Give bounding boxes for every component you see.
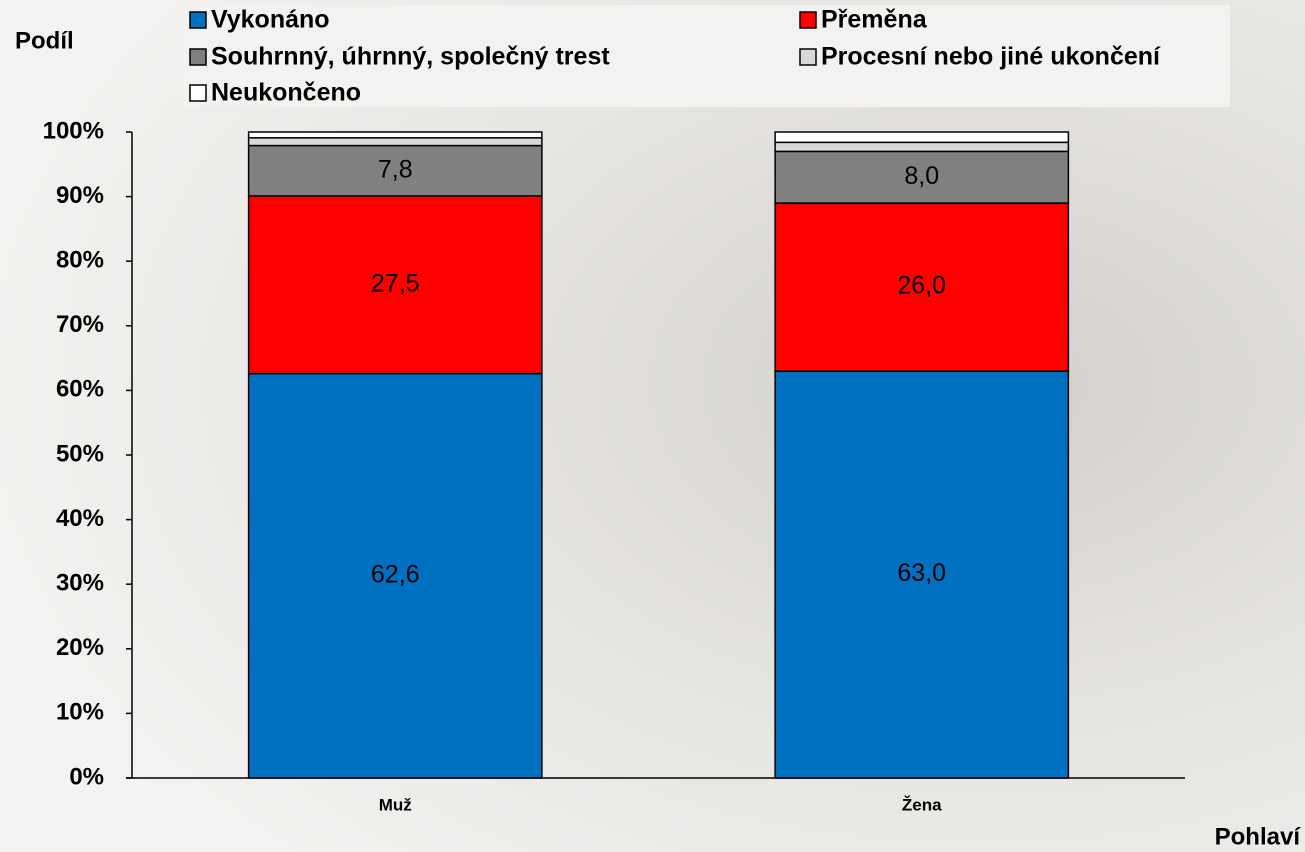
bar-segment	[774, 202, 1070, 372]
y-tick-label: 100%	[43, 117, 104, 144]
bar-segment	[774, 141, 1070, 153]
bar-segment	[247, 137, 543, 147]
legend-box	[183, 5, 1230, 107]
y-tick-label: 90%	[56, 182, 104, 209]
legend-label: Neukončeno	[211, 79, 361, 107]
bar-segment	[247, 372, 543, 779]
y-axis-label: Podíl	[15, 27, 74, 54]
legend-label: Přeměna	[821, 6, 928, 34]
y-tick-label: 60%	[56, 376, 104, 403]
legend-label: Vykonáno	[211, 6, 330, 34]
x-axis-label: Pohlaví	[1215, 823, 1302, 850]
legend-label: Souhrnný, úhrnný, společný trest	[211, 43, 610, 71]
data-label: 26,0	[897, 272, 946, 300]
bar-segment	[774, 131, 1070, 144]
y-tick-label: 50%	[56, 440, 104, 467]
legend-swatch	[189, 11, 207, 29]
bar-segment	[774, 150, 1070, 204]
y-tick-label: 80%	[56, 247, 104, 274]
y-tick-label: 0%	[69, 763, 104, 790]
legend-label: Procesní nebo jiné ukončení	[821, 43, 1161, 71]
data-label: 62,6	[371, 560, 420, 588]
data-label: 63,0	[897, 559, 946, 587]
bar-segment	[247, 131, 543, 139]
x-tick-label: Muž	[379, 795, 412, 814]
legend-swatch	[189, 48, 207, 66]
legend-swatch	[799, 48, 817, 66]
legend-swatch	[189, 84, 207, 102]
y-tick-label: 10%	[56, 699, 104, 726]
y-tick-label: 30%	[56, 570, 104, 597]
bar-segment	[247, 144, 543, 197]
data-label: 8,0	[904, 162, 939, 190]
bar-segment	[774, 370, 1070, 779]
x-tick-label: Žena	[902, 795, 942, 814]
y-tick-label: 40%	[56, 505, 104, 532]
y-tick-label: 70%	[56, 311, 104, 338]
legend-swatch	[799, 11, 817, 29]
y-tick-label: 20%	[56, 634, 104, 661]
data-label: 7,8	[378, 155, 413, 183]
data-label: 27,5	[371, 269, 420, 297]
bar-segment	[247, 195, 543, 375]
